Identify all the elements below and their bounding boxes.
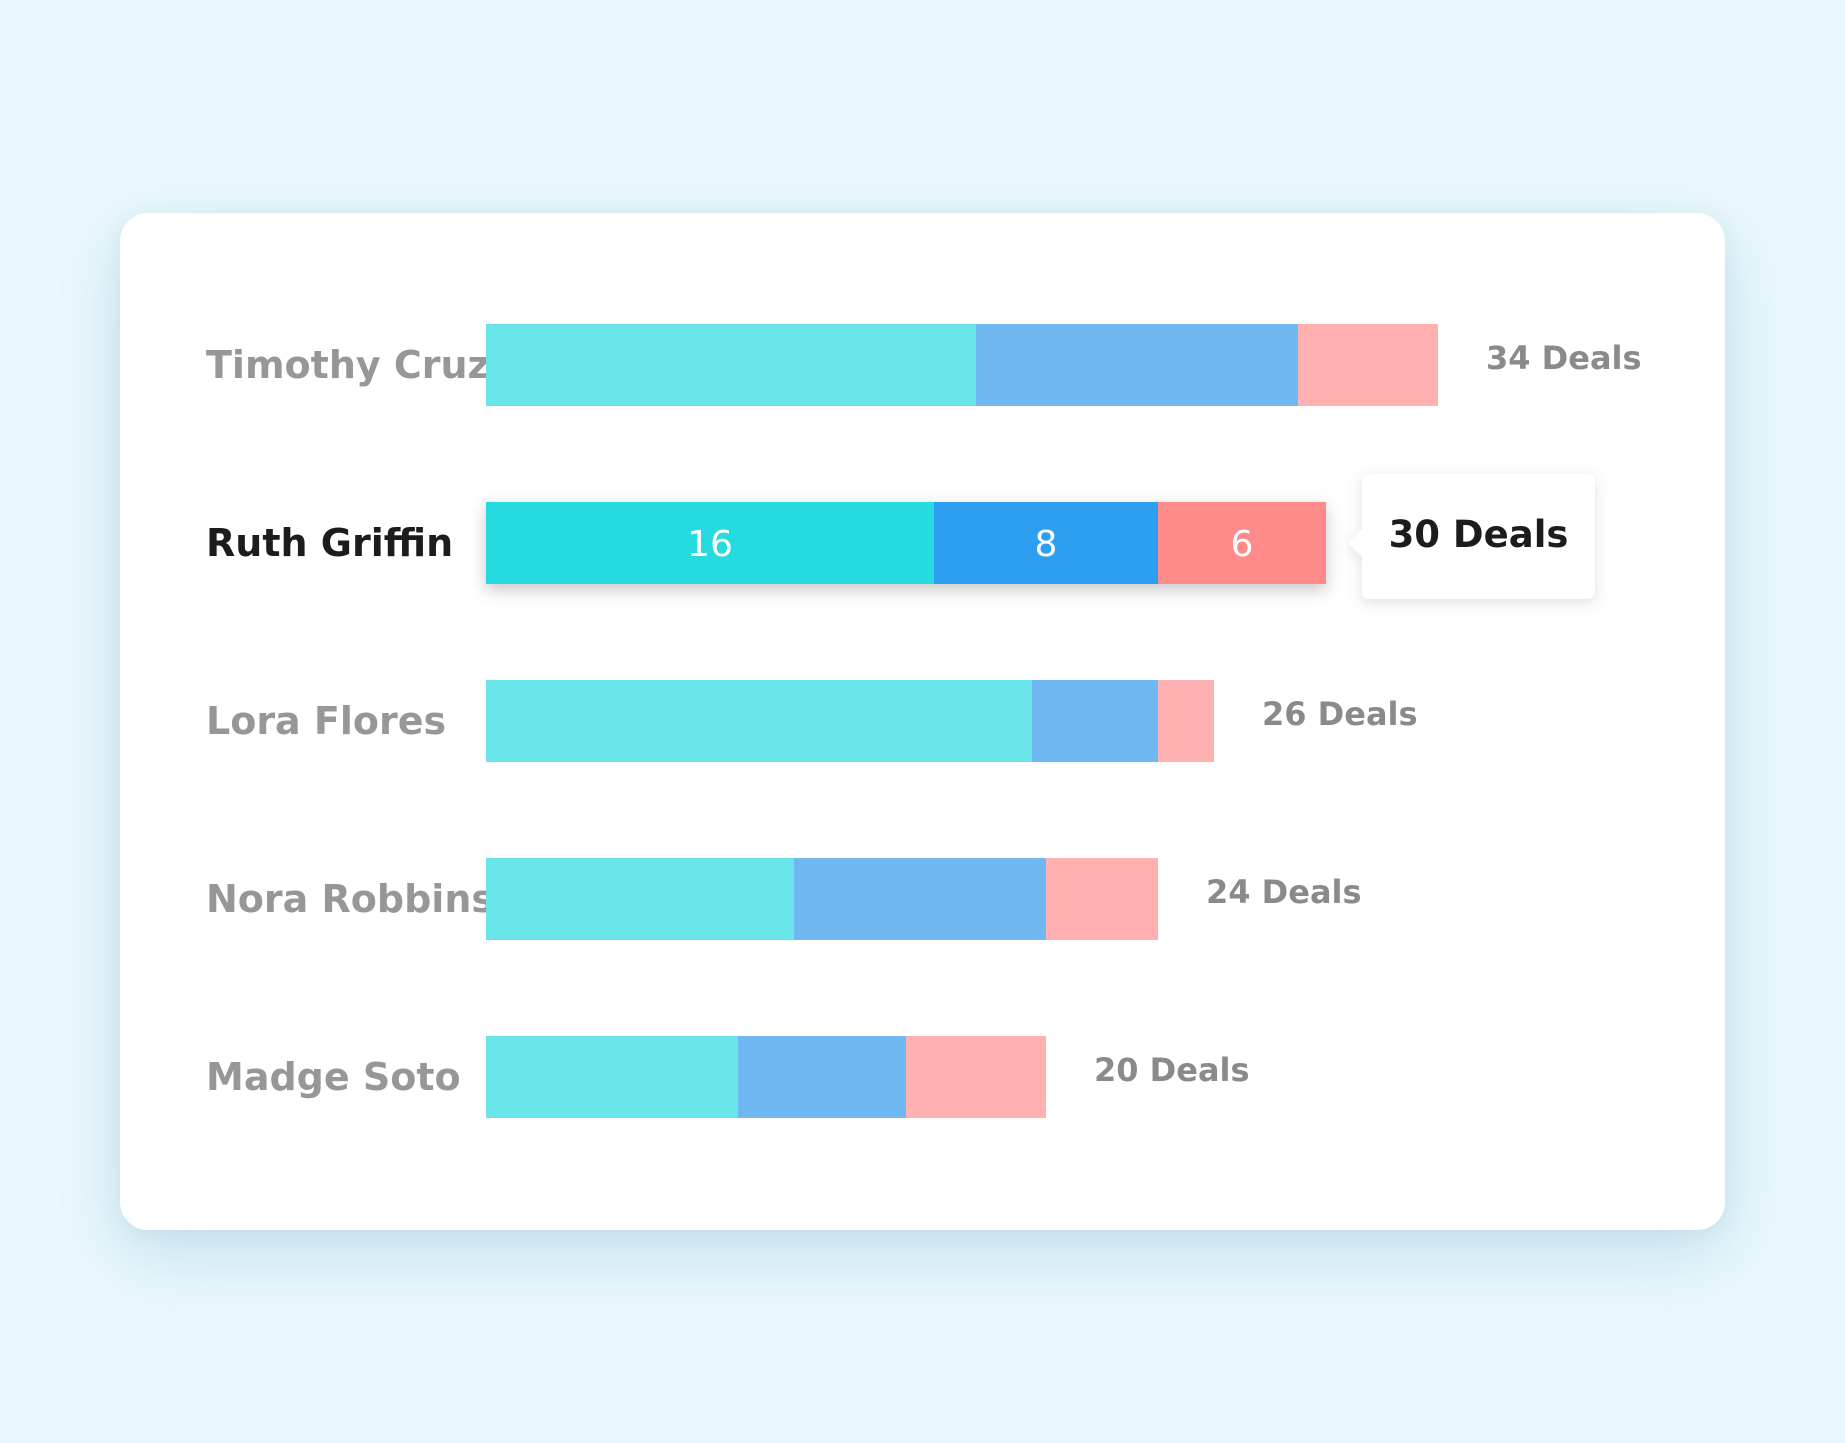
bar-row-timothy-cruz[interactable]: Timothy Cruz 34 Deals [206, 324, 1642, 406]
bar-segment-1[interactable] [486, 680, 1032, 762]
bar-segment-1[interactable] [486, 502, 934, 584]
tooltip: 30 Deals [1348, 474, 1595, 599]
bar-segment-3[interactable] [1158, 680, 1214, 762]
category-label: Nora Robbins [206, 877, 494, 921]
stacked-bar-madge-soto[interactable] [486, 1036, 1046, 1118]
bar-segment-2[interactable] [976, 324, 1298, 406]
stacked-bar-lora-flores[interactable] [486, 680, 1214, 762]
tooltip-layer: 30 Deals [1348, 474, 1595, 599]
bar-segment-3[interactable] [1298, 324, 1438, 406]
bar-row-madge-soto[interactable]: Madge Soto 20 Deals [206, 1036, 1250, 1118]
stacked-bar-nora-robbins[interactable] [486, 858, 1158, 940]
tooltip-total-deals: 30 Deals [1389, 513, 1569, 556]
segment-value-label: 8 [1035, 524, 1058, 565]
bar-row-lora-flores[interactable]: Lora Flores 26 Deals [206, 680, 1418, 762]
total-deals-label: 24 Deals [1206, 873, 1362, 911]
chart-card: Timothy Cruz 34 Deals Ruth Griffin 16 8 6 Lora… [120, 213, 1725, 1230]
bar-segment-2[interactable] [738, 1036, 906, 1118]
bar-segment-1[interactable] [486, 858, 794, 940]
category-label: Ruth Griffin [206, 521, 453, 565]
total-deals-label: 26 Deals [1262, 695, 1418, 733]
category-label: Timothy Cruz [206, 343, 490, 387]
stacked-bar-ruth-griffin[interactable]: 16 8 6 [486, 502, 1326, 584]
segment-value-label: 6 [1231, 524, 1254, 565]
bar-segment-3[interactable] [1158, 502, 1326, 584]
tooltip-box [1348, 474, 1595, 599]
bar-segment-2[interactable] [934, 502, 1158, 584]
bar-segment-1[interactable] [486, 324, 976, 406]
bar-segment-2[interactable] [1032, 680, 1158, 762]
bar-row-nora-robbins[interactable]: Nora Robbins 24 Deals [206, 858, 1362, 940]
segment-value-label: 16 [687, 524, 733, 565]
bar-segment-3[interactable] [1046, 858, 1158, 940]
bar-row-ruth-griffin[interactable]: Ruth Griffin 16 8 6 [206, 502, 1326, 584]
bar-segment-1[interactable] [486, 1036, 738, 1118]
category-label: Madge Soto [206, 1055, 461, 1099]
total-deals-label: 34 Deals [1486, 339, 1642, 377]
bar-segment-2[interactable] [794, 858, 1046, 940]
total-deals-label: 20 Deals [1094, 1051, 1250, 1089]
stacked-bar-timothy-cruz[interactable] [486, 324, 1438, 406]
bar-segment-3[interactable] [906, 1036, 1046, 1118]
category-label: Lora Flores [206, 699, 446, 743]
